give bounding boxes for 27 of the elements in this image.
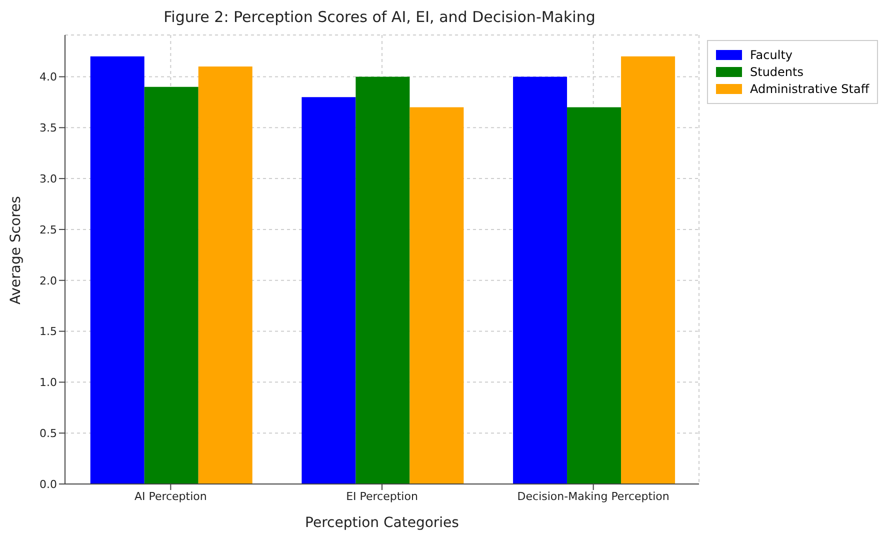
bar	[513, 76, 568, 484]
y-tick-label: 1.0	[40, 376, 57, 390]
bar	[144, 86, 198, 484]
y-tick-label: 1.5	[40, 325, 57, 338]
x-tick-label: AI Perception	[134, 490, 207, 503]
bar	[90, 56, 144, 484]
legend-label: Faculty	[750, 48, 792, 62]
x-axis-title: Perception Categories	[305, 515, 459, 531]
y-tick-label: 2.5	[40, 223, 57, 236]
bar	[410, 107, 464, 484]
bar	[567, 107, 622, 484]
y-tick-label: 4.0	[40, 70, 57, 84]
legend-label: Students	[750, 65, 804, 79]
y-axis-title: Average Scores	[8, 196, 24, 304]
x-tick-label: Decision-Making Perception	[517, 490, 670, 503]
y-tick-label: 3.5	[40, 122, 57, 135]
bar	[356, 76, 410, 484]
y-tick-label: 0.0	[40, 478, 57, 491]
bar	[621, 56, 676, 484]
y-tick-label: 3.0	[40, 172, 57, 186]
bar	[302, 97, 356, 484]
x-tick-label: EI Perception	[346, 490, 418, 503]
legend-label: Administrative Staff	[750, 82, 870, 96]
bar	[198, 66, 252, 484]
y-tick-label: 2.0	[40, 274, 57, 288]
chart-title: Figure 2: Perception Scores of AI, EI, and Decision-Making	[162, 8, 596, 26]
y-tick-label: 0.5	[40, 427, 57, 440]
